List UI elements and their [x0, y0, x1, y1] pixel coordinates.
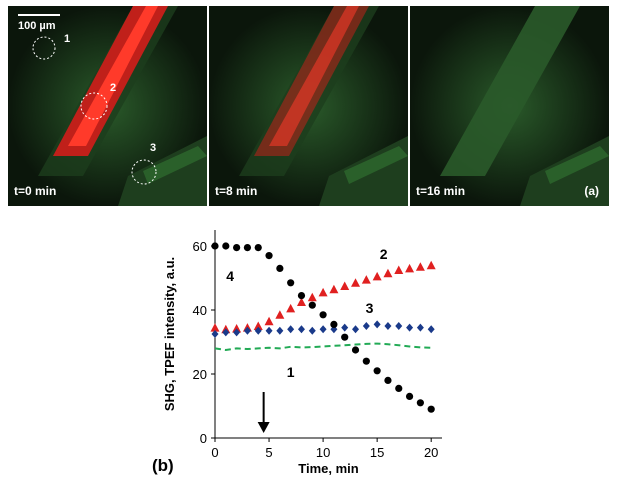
series-4-point-11 [330, 320, 338, 328]
series-3-point-4 [254, 326, 262, 335]
series-2-point-19 [415, 262, 425, 271]
series-3-point-12 [341, 323, 349, 332]
x-tick-label-4: 20 [424, 445, 438, 460]
series-2-point-15 [372, 271, 382, 281]
series-4-point-1 [222, 242, 230, 250]
series-2-point-16 [383, 268, 393, 278]
y-axis-label: SHG, TPEF intensity, a.u. [162, 257, 177, 411]
time-arrow-head [257, 422, 270, 433]
series-4-point-19 [416, 399, 424, 407]
y-tick-label-0: 0 [200, 431, 207, 446]
series-3-point-15 [373, 320, 381, 329]
micrograph-image-2 [410, 6, 609, 206]
series-4-point-12 [341, 333, 349, 341]
frame-time-0: t=0 min [14, 184, 57, 198]
series-4-point-18 [405, 392, 414, 400]
series-3-point-10 [319, 325, 327, 334]
series-3-point-9 [308, 326, 316, 335]
scale-bar [18, 14, 60, 16]
series-2-point-17 [394, 265, 404, 274]
x-axis-label: Time, min [298, 461, 359, 476]
series-label-1: 1 [287, 364, 295, 380]
series-2-point-14 [361, 275, 371, 284]
series-2-point-20 [426, 260, 436, 270]
series-3-point-18 [406, 323, 414, 332]
series-4-point-20 [427, 405, 435, 413]
y-tick-label-1: 20 [193, 367, 207, 382]
x-tick-label-3: 15 [370, 445, 384, 460]
series-3-point-2 [233, 328, 241, 337]
series-3-point-17 [395, 322, 403, 330]
series-3-point-20 [427, 325, 435, 334]
series-4-point-15 [373, 367, 381, 375]
series-1-line [214, 342, 432, 352]
series-4-point-17 [395, 384, 403, 392]
series-3-point-8 [297, 325, 305, 334]
series-3-point-13 [352, 325, 360, 334]
micrograph-frame-2: t=16 min (a) [410, 6, 609, 206]
series-4-point-13 [351, 346, 360, 354]
series-2-point-6 [275, 310, 285, 319]
x-tick-label-0: 0 [211, 445, 218, 460]
series-3-point-3 [243, 326, 251, 335]
series-4-point-7 [287, 279, 295, 287]
roi-label-3: 3 [150, 142, 157, 154]
series-label-3: 3 [366, 300, 374, 316]
series-4-point-2 [233, 244, 241, 252]
panel-label-b: (b) [152, 456, 174, 475]
micrograph-image-0 [8, 6, 207, 206]
series-4-point-5 [265, 252, 273, 260]
intensity-chart: 0 5 10 15 20 0 20 40 60 Time, min SHG, TPEF intens… [162, 230, 442, 476]
series-4-point-16 [384, 376, 392, 384]
series-2-point-9 [307, 292, 317, 302]
series-2-point-12 [340, 281, 350, 290]
series-4-point-8 [297, 292, 306, 300]
series-2-point-11 [329, 284, 339, 294]
series-4-point-4 [254, 244, 262, 252]
series-3-point-5 [265, 326, 273, 335]
x-tick-label-2: 10 [316, 445, 330, 460]
micrograph-image-1 [209, 6, 408, 206]
series-3-point-1 [222, 328, 230, 337]
series-label-2: 2 [380, 246, 388, 262]
roi-label-2: 2 [110, 82, 117, 94]
series-4-point-3 [243, 244, 252, 252]
series-2-point-0 [210, 323, 220, 332]
series-4-point-6 [276, 264, 284, 272]
frame-time-2: t=16 min [416, 184, 466, 198]
x-tick-label-1: 5 [265, 445, 272, 460]
series-3-point-0 [211, 330, 219, 338]
roi-label-1: 1 [64, 33, 71, 45]
y-tick-label-3: 60 [193, 239, 207, 254]
panel-label-a: (a) [584, 184, 599, 198]
micrograph-frame-1: t=8 min [209, 6, 408, 206]
series-label-4: 4 [226, 268, 234, 284]
scale-bar-label: 100 µm [18, 20, 56, 32]
series-3-point-19 [416, 323, 424, 332]
series-2-point-4 [253, 321, 263, 330]
micrograph-frame-0: 100 µm 1 2 3 t=0 min [8, 6, 207, 206]
series-3-point-7 [287, 325, 295, 334]
series-2-point-10 [318, 287, 328, 297]
series-2-point-7 [286, 303, 296, 313]
series-4-point-9 [308, 301, 316, 309]
series-4-point-0 [211, 242, 219, 250]
frame-time-1: t=8 min [215, 184, 258, 198]
series-2-point-2 [232, 324, 242, 333]
series-2-point-18 [405, 263, 415, 273]
series-2-point-5 [264, 316, 274, 326]
series-2-point-13 [351, 278, 361, 287]
y-tick-label-2: 40 [193, 303, 207, 318]
series-3-point-14 [362, 322, 370, 330]
series-4-point-14 [362, 357, 370, 365]
series-3-point-6 [276, 326, 284, 335]
series-3-point-16 [384, 322, 392, 330]
series-2-point-8 [296, 297, 306, 306]
series-4-point-10 [319, 311, 327, 319]
